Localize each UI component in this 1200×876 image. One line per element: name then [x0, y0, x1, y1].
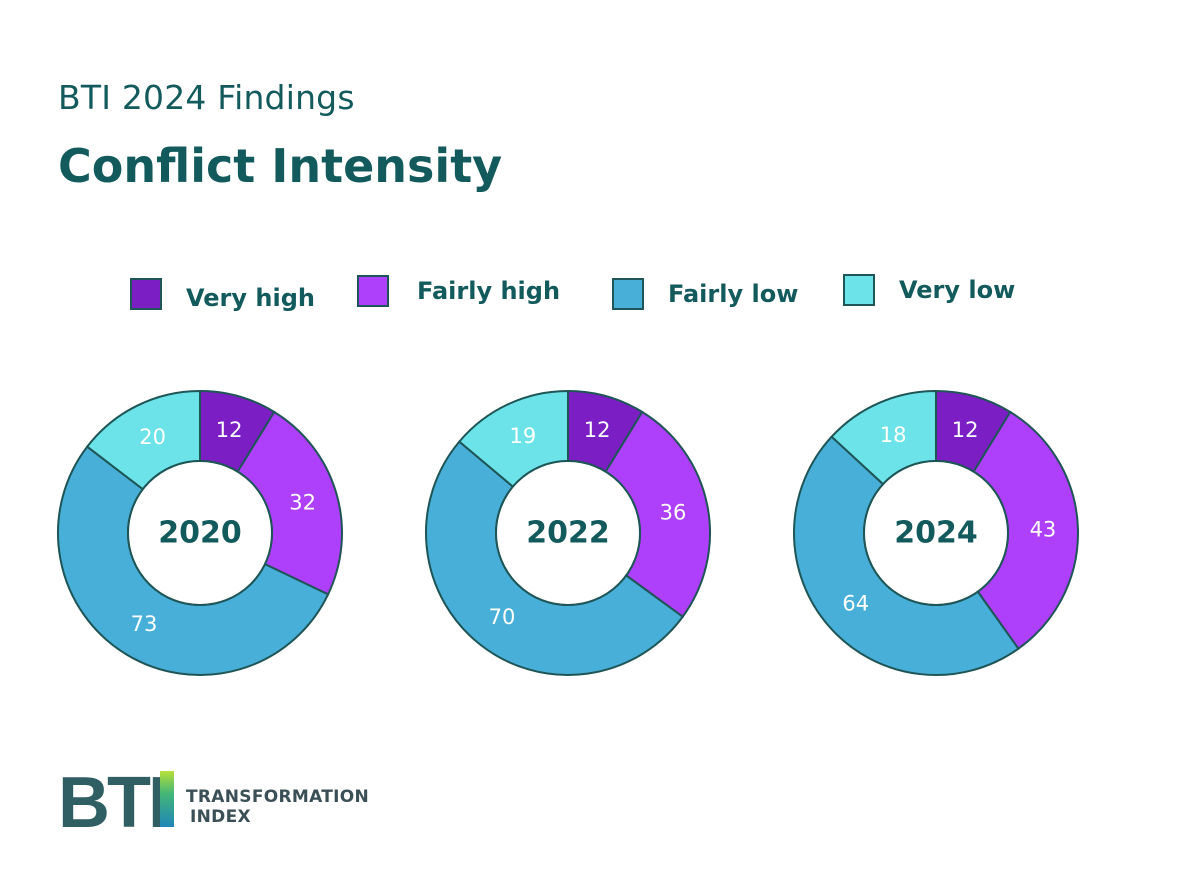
data-label-2024-fairly-low: 64: [842, 592, 869, 616]
logo-wordmark: TRANSFORMATION INDEX: [186, 787, 369, 827]
bti-logo-mark: BTI: [58, 767, 174, 831]
donut-hole-2024: [863, 460, 1009, 606]
data-label-2020-very-low: 20: [139, 425, 166, 449]
data-label-2022-fairly-low: 70: [489, 605, 516, 629]
data-label-2024-fairly-high: 43: [1030, 517, 1057, 541]
data-label-2020-fairly-high: 32: [289, 491, 316, 515]
donut-chart-2024: 12 43 64 18 2024: [793, 389, 1079, 676]
donut-hole-2022: [495, 460, 641, 606]
donut-center-label-2022: 2022: [526, 516, 610, 551]
bti-logo: BTI TRANSFORMATION INDEX: [58, 767, 369, 831]
data-label-2024-very-high: 12: [952, 418, 979, 442]
logo-line-1: TRANSFORMATION: [186, 787, 370, 807]
donut-center-label-2024: 2024: [894, 516, 978, 551]
donut-chart-2022: 12 36 70 19 2022: [425, 389, 711, 676]
data-label-2022-very-low: 19: [509, 424, 536, 448]
donut-center-label-2020: 2020: [158, 516, 242, 551]
donut-hole-2020: [127, 460, 273, 606]
logo-mark-text: BTI: [58, 767, 165, 831]
header: BTI 2024 Findings Conflict Intensity: [58, 76, 502, 193]
data-label-2020-very-high: 12: [216, 418, 243, 442]
data-label-2022-fairly-high: 36: [660, 500, 687, 524]
data-label-2020-fairly-low: 73: [131, 612, 158, 636]
data-label-2022-very-high: 12: [584, 418, 611, 442]
data-label-2024-very-low: 18: [880, 423, 907, 447]
logo-line-2: INDEX: [190, 807, 251, 827]
logo-gradient-bar: [160, 771, 174, 827]
page-subtitle: BTI 2024 Findings: [58, 78, 355, 117]
page-title: Conflict Intensity: [58, 139, 503, 193]
